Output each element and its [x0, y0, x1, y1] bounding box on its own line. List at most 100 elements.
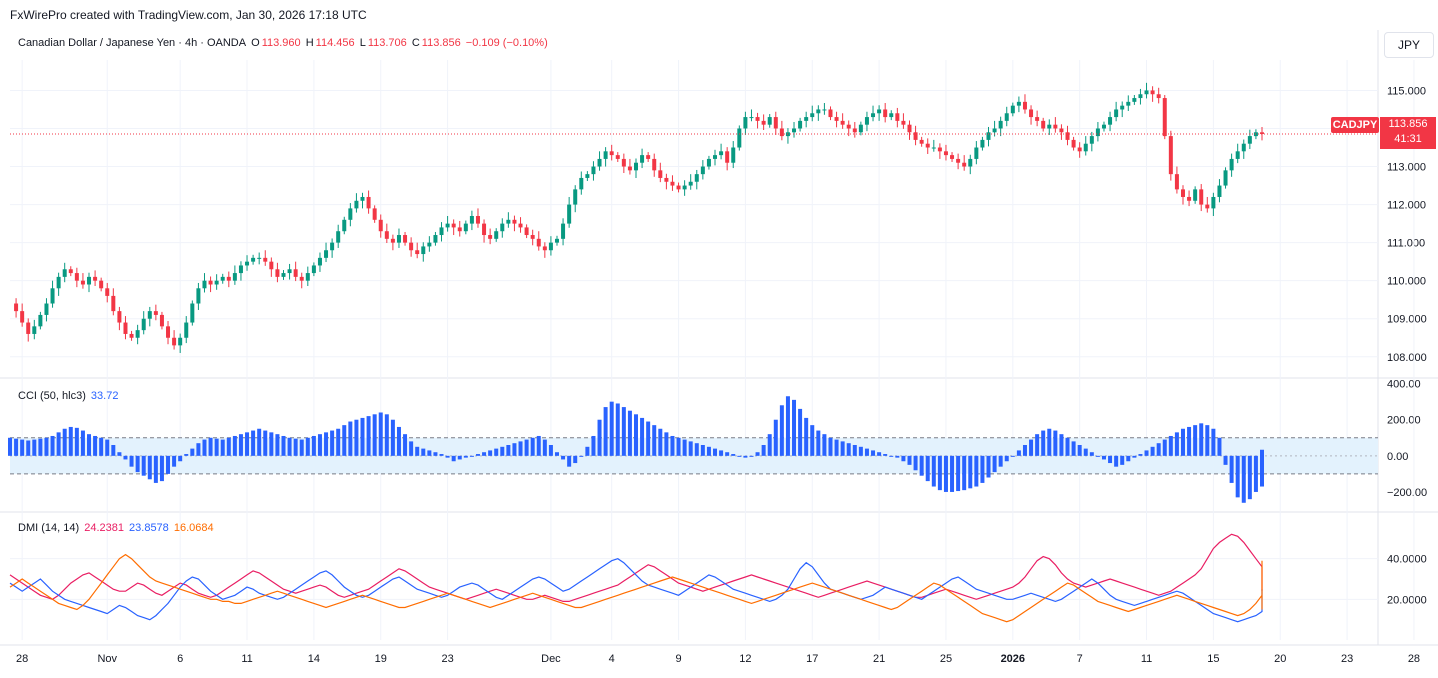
cci-bar	[372, 414, 377, 456]
cci-bar	[530, 437, 535, 456]
candle-body	[506, 219, 511, 224]
time-tick-label: 11	[241, 653, 252, 665]
high-value: 114.456	[315, 37, 355, 49]
candle-body	[348, 208, 353, 220]
cci-bar	[178, 455, 183, 462]
candle-body	[676, 185, 681, 190]
cci-bar	[1253, 455, 1258, 492]
cci-bar	[457, 455, 462, 460]
dmi-legend[interactable]: DMI (14, 14) 24.2381 23.8578 16.0684	[18, 522, 216, 534]
cci-bar	[676, 437, 681, 456]
candle-body	[737, 128, 742, 148]
candle-body	[585, 174, 590, 178]
cci-bar	[986, 455, 991, 478]
cci-bar	[1162, 439, 1167, 456]
cci-bar	[1187, 426, 1192, 456]
time-tick-label: 4	[609, 653, 615, 665]
cci-bar	[1089, 452, 1094, 456]
candle-body	[38, 314, 43, 327]
candle-body	[761, 120, 766, 125]
candle-body	[257, 257, 262, 259]
candle-body	[1022, 101, 1027, 110]
candle-body	[287, 269, 292, 274]
cci-tick-label: 200.00	[1387, 415, 1421, 427]
time-tick-label: 19	[375, 653, 387, 665]
candle-body	[190, 303, 195, 323]
cci-bar	[1217, 437, 1222, 456]
cci-legend[interactable]: CCI (50, hlc3) 33.72	[18, 390, 120, 402]
cci-bar	[488, 450, 493, 456]
cci-bar	[469, 455, 474, 457]
cci-bar	[980, 455, 985, 483]
candle-body	[238, 265, 243, 274]
candle-body	[354, 200, 359, 209]
candle-body	[719, 151, 724, 156]
candle-body	[627, 166, 632, 171]
candle-body	[518, 223, 523, 228]
candle-body	[232, 273, 237, 281]
cci-bar	[482, 452, 487, 456]
candle-body	[1095, 128, 1100, 137]
candle-body	[32, 326, 37, 334]
last-price-value: 113.856	[1388, 118, 1428, 130]
candle-body	[366, 196, 371, 209]
cci-bar	[38, 438, 43, 456]
candle-body	[44, 303, 49, 315]
cci-bar	[1180, 428, 1185, 456]
candle-body	[135, 330, 140, 338]
candle-body	[986, 132, 991, 140]
candle-body	[919, 139, 924, 144]
candle-body	[652, 158, 657, 171]
candle-body	[26, 322, 31, 334]
cci-bar	[597, 419, 602, 456]
candle-body	[20, 311, 25, 323]
candle-body	[798, 120, 803, 129]
candle-body	[80, 280, 85, 285]
candle-body	[554, 238, 559, 243]
cci-bar	[652, 425, 657, 456]
candle-body	[877, 109, 882, 114]
candle-body	[439, 227, 444, 236]
candle-body	[530, 235, 535, 239]
cci-bar	[378, 412, 383, 456]
cci-bar	[998, 455, 1003, 467]
cci-bar	[135, 455, 140, 473]
price-tick-label: 115.000	[1387, 85, 1426, 97]
cci-bar	[1065, 437, 1070, 456]
time-tick-label: 28	[1408, 653, 1420, 665]
cci-bar	[190, 448, 195, 456]
cci-bar	[1010, 455, 1015, 457]
cci-bar	[858, 446, 863, 456]
candle-body	[682, 185, 687, 190]
candle-body	[409, 242, 414, 251]
candle-body	[451, 223, 456, 228]
cci-bar	[852, 445, 857, 456]
candle-body	[1150, 90, 1155, 95]
candle-body	[713, 155, 718, 159]
cci-bar	[919, 455, 924, 476]
candle-body	[597, 158, 602, 167]
candle-body	[943, 151, 948, 156]
cci-bar	[1071, 441, 1076, 456]
cci-bar	[451, 455, 456, 462]
low-value: 113.706	[367, 37, 407, 49]
currency-selector-button[interactable]: JPY	[1384, 32, 1434, 58]
candle-body	[488, 235, 493, 239]
cci-bar	[409, 441, 414, 456]
cci-bar	[245, 432, 250, 456]
time-tick-label: 23	[441, 653, 453, 665]
cci-bar	[366, 416, 371, 456]
cci-bar	[895, 455, 900, 458]
symbol-description[interactable]: Canadian Dollar / Japanese Yen · 4h · OA…	[18, 37, 247, 49]
cci-bar	[1120, 455, 1125, 465]
candle-body	[153, 311, 158, 315]
bar-countdown: 41:31	[1394, 133, 1422, 145]
candle-body	[117, 311, 122, 323]
candle-body	[415, 250, 420, 255]
cci-bar	[579, 455, 584, 457]
candle-body	[384, 231, 389, 239]
candle-body	[1059, 128, 1064, 133]
cci-bar	[117, 452, 122, 456]
dmi-label: DMI (14, 14)	[18, 522, 80, 534]
